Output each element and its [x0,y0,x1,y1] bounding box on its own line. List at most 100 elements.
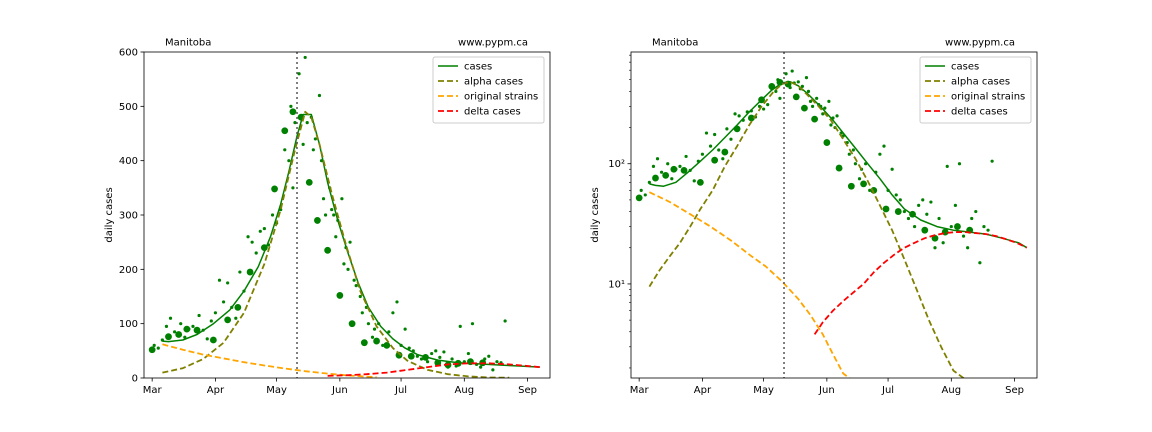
daily-case-point [342,262,346,266]
daily-case-point [678,164,682,169]
daily-case-point [725,127,729,131]
daily-case-point [434,349,438,353]
y-axis-label: daily cases [590,187,601,242]
daily-case-point [666,162,670,166]
weekly-average-marker [882,205,890,213]
daily-case-point [317,93,322,98]
weekly-average-marker [289,108,297,116]
daily-case-point [470,322,475,326]
weekly-average-marker [696,178,704,186]
legend-label: original strains [951,92,1025,103]
daily-case-point [226,281,230,285]
series-line-cases [649,81,1028,249]
weekly-average-marker [175,331,183,338]
weekly-average-marker [711,156,719,164]
x-tick-label: Apr [694,385,712,396]
daily-case-point [647,180,651,184]
daily-case-point [352,278,356,282]
weekly-average-marker [835,164,843,172]
weekly-average-marker [373,337,380,345]
daily-case-point [254,251,258,255]
weekly-average-marker [324,246,332,254]
x-tick-label: Aug [455,385,475,396]
daily-case-point [366,322,371,326]
y-tick-label: 400 [119,156,138,167]
weekly-average-marker [680,166,688,174]
daily-case-point [986,228,990,232]
weekly-average-marker [148,346,156,354]
daily-case-point [305,121,309,125]
weekly-average-marker [801,104,808,112]
legend-label: alpha cases [464,77,523,88]
daily-case-point [168,316,173,320]
daily-case-point [990,159,994,163]
daily-case-point [733,112,737,116]
linear-scale-chart: Manitoba www.pypm.ca daily cases Mar Apr M… [104,38,551,396]
daily-case-point [829,123,833,127]
weekly-average-marker [847,182,855,190]
daily-case-point [945,164,949,169]
x-tick-label: Sep [1005,385,1024,396]
daily-case-point [407,346,411,350]
daily-case-point [774,89,778,93]
daily-case-point [684,154,688,159]
daily-case-point [898,198,902,202]
daily-case-point [917,203,921,208]
daily-case-point [164,324,169,328]
daily-case-point [949,224,953,229]
y-tick-label: 100 [119,319,138,330]
weekly-average-marker [193,326,201,334]
weekly-average-marker [721,148,729,156]
daily-case-point [808,99,813,103]
daily-case-point [902,209,906,214]
daily-case-point [970,216,974,221]
weekly-average-marker [360,339,368,347]
daily-case-point [957,162,962,166]
log-scale-chart: Manitoba www.pypm.ca daily cases Mar Apr M… [590,38,1038,396]
daily-case-point [346,267,350,271]
daily-case-point [890,167,894,171]
daily-case-point [503,319,507,323]
y-tick-label: 200 [119,265,138,276]
daily-case-point [823,106,827,110]
daily-case-point [912,224,917,229]
weekly-average-marker [670,165,678,173]
daily-case-point [796,80,800,84]
daily-case-point [297,72,301,76]
daily-case-point [925,212,929,216]
daily-case-point [639,188,643,192]
legend-label: cases [951,62,979,73]
daily-case-point [348,240,352,244]
daily-case-point [974,209,978,214]
daily-case-point [487,354,491,358]
daily-case-point [287,159,291,163]
daily-case-point [354,284,358,288]
weekly-average-marker [407,352,415,360]
weekly-average-marker [395,351,403,359]
x-tick-label: Jun [331,385,348,396]
daily-case-point [246,235,250,239]
daily-case-point [289,104,293,108]
daily-case-point [430,351,434,356]
daily-case-point [882,144,886,148]
daily-case-point [878,152,882,156]
chart-title-left: Manitoba [652,38,698,49]
daily-case-point [221,300,226,304]
legend-label: delta cases [951,107,1008,118]
weekly-average-marker [165,333,172,341]
weekly-average-marker [954,223,961,230]
daily-case-point [835,114,839,118]
weekly-average-marker [823,139,831,146]
daily-case-point [784,72,788,76]
daily-case-point [458,324,462,328]
daily-case-point [978,261,982,265]
daily-case-point [425,360,430,364]
daily-case-point [311,148,315,152]
weekly-average-marker [348,320,356,328]
daily-case-point [173,330,177,334]
plot-content [635,69,1028,378]
daily-case-point [291,186,295,190]
daily-case-point [953,203,957,208]
y-tick-label: 10¹ [608,279,625,290]
